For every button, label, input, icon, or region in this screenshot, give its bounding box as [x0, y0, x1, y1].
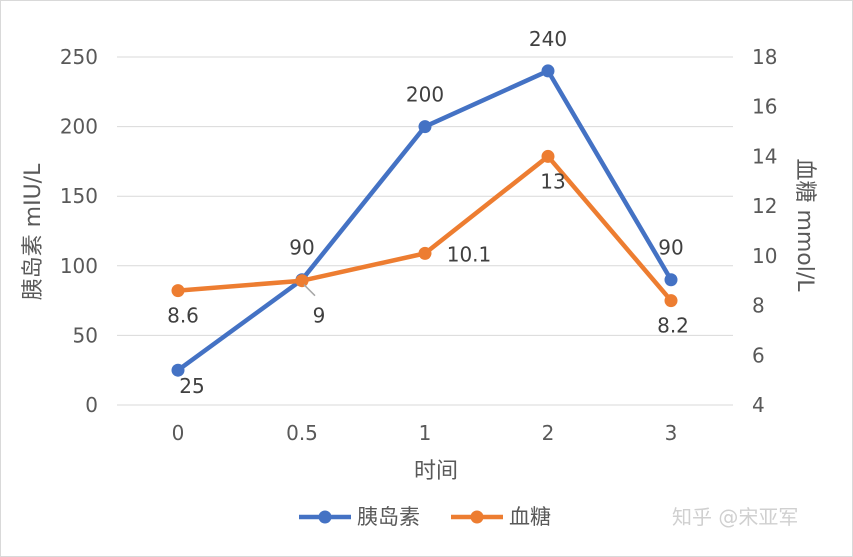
- data-label-blood-glucose: 8.2: [657, 314, 689, 338]
- x-tick-label: 3: [665, 421, 678, 445]
- data-label-insulin: 90: [658, 236, 683, 260]
- left-tick-label: 150: [60, 184, 98, 208]
- data-label-insulin: 240: [529, 27, 567, 51]
- data-point-insulin: [418, 120, 432, 134]
- leader-line: [303, 284, 316, 297]
- watermark: 知乎 @宋亚军: [672, 505, 798, 529]
- left-tick-label: 100: [60, 254, 98, 278]
- data-point-insulin: [171, 363, 185, 377]
- left-axis-title: 胰岛素 mIU/L: [21, 163, 46, 300]
- right-tick-label: 6: [752, 343, 765, 367]
- left-axis-ticks: 0 50 100 150 200 250: [60, 45, 98, 417]
- data-labels: 25 90 200 240 90 8.6 9 10.1 13 8.2: [167, 27, 689, 398]
- right-tick-label: 14: [752, 144, 777, 168]
- x-tick-label: 0: [172, 421, 185, 445]
- data-point-blood-glucose: [295, 274, 309, 288]
- data-point-blood-glucose: [171, 284, 185, 298]
- left-tick-label: 50: [73, 323, 98, 347]
- right-tick-label: 8: [752, 294, 765, 318]
- right-tick-label: 10: [752, 244, 777, 268]
- data-label-insulin: 90: [289, 236, 314, 260]
- series-blood-glucose: [171, 149, 678, 308]
- series: [171, 64, 678, 377]
- left-tick-label: 200: [60, 115, 98, 139]
- legend-marker-blood-glucose: [470, 510, 484, 524]
- data-label-blood-glucose: 10.1: [447, 242, 492, 266]
- data-point-insulin: [664, 273, 678, 287]
- data-label-insulin: 200: [406, 83, 444, 107]
- data-label-blood-glucose: 8.6: [167, 304, 199, 328]
- x-axis-title: 时间: [414, 459, 458, 484]
- legend-label-insulin: 胰岛素: [357, 505, 420, 529]
- data-point-blood-glucose: [418, 246, 432, 260]
- data-point-blood-glucose: [664, 294, 678, 308]
- data-point-blood-glucose: [541, 149, 555, 163]
- data-point-insulin: [541, 64, 555, 78]
- legend-item-blood-glucose: 血糖: [451, 505, 551, 529]
- right-tick-label: 16: [752, 95, 777, 119]
- data-label-blood-glucose: 9: [313, 304, 326, 328]
- right-axis-title: 血糖 mmol/L: [792, 158, 817, 292]
- left-tick-label: 0: [85, 393, 98, 417]
- data-label-insulin: 25: [179, 374, 204, 398]
- legend-marker-insulin: [318, 510, 332, 524]
- right-tick-label: 4: [752, 393, 765, 417]
- x-axis-ticks: 0 0.5 1 2 3: [172, 421, 678, 445]
- right-axis-ticks: 4 6 8 10 12 14 16 18: [752, 45, 777, 417]
- x-tick-label: 1: [419, 421, 432, 445]
- right-tick-label: 18: [752, 45, 777, 69]
- x-tick-label: 2: [542, 421, 555, 445]
- legend: 胰岛素 血糖: [299, 505, 551, 529]
- left-tick-label: 250: [60, 45, 98, 69]
- legend-label-blood-glucose: 血糖: [509, 505, 551, 529]
- data-label-blood-glucose: 13: [540, 169, 565, 193]
- legend-item-insulin: 胰岛素: [299, 505, 420, 529]
- x-tick-label: 0.5: [286, 421, 318, 445]
- right-tick-label: 12: [752, 194, 777, 218]
